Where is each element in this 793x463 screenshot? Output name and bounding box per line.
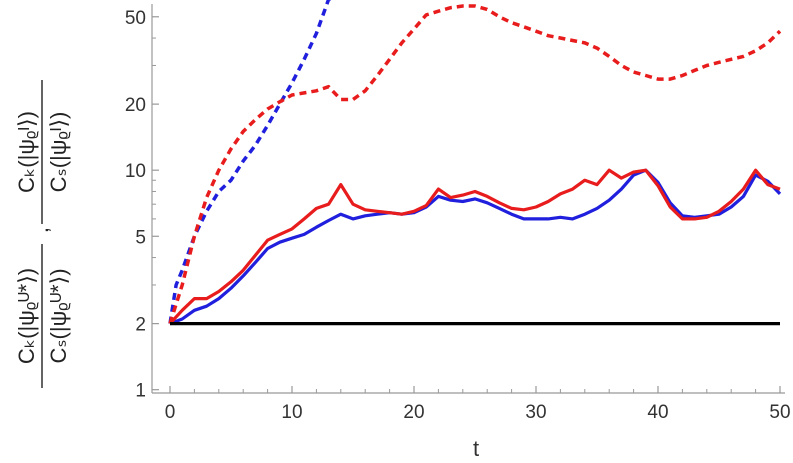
y-tick-label: 1 [135, 381, 146, 402]
y-axis-label: Cₖ(|ψᵨᵁ*⟩) Cₛ(|ψᵨᵁ*⟩), Cₖ(|ψᵨᴵ⟩) Cₛ(|ψᵨᴵ⟩) [14, 80, 71, 388]
plot-area [168, 0, 782, 326]
series-line-2 [168, 4, 782, 325]
y-tick-label: 2 [135, 315, 146, 336]
x-tick-label: 10 [281, 402, 302, 423]
axes: 01020304050125102050100300 [125, 4, 791, 423]
ylabel-comma: , [28, 227, 53, 233]
y-tick-label: 20 [125, 95, 146, 116]
ylabel-fraction-1: Cₖ(|ψᵨᵁ*⟩) Cₛ(|ψᵨᵁ*⟩) [14, 244, 71, 388]
y-tick-label: 50 [125, 8, 146, 29]
ylabel-fraction-2: Cₖ(|ψᵨᴵ⟩) Cₛ(|ψᵨᴵ⟩) [14, 80, 71, 224]
series-line-4 [168, 168, 781, 325]
y-tick-label: 5 [135, 227, 146, 248]
x-tick-label: 50 [769, 402, 790, 423]
x-axis-label: t [473, 436, 479, 461]
x-tick-label: 0 [165, 402, 176, 423]
x-tick-label: 20 [403, 402, 424, 423]
ylabel-fraction-2-numerator: Cₖ(|ψᵨᴵ⟩) [14, 111, 39, 193]
y-tick-label: 10 [125, 161, 146, 182]
x-tick-label: 40 [647, 402, 668, 423]
ylabel-fraction-1-denominator: Cₛ(|ψᵨᵁ*⟩) [46, 268, 71, 363]
ylabel-fraction-1-numerator: Cₖ(|ψᵨᵁ*⟩) [14, 268, 39, 364]
x-tick-label: 30 [525, 402, 546, 423]
series-line-1 [168, 0, 332, 324]
ylabel-fraction-2-denominator: Cₛ(|ψᵨᴵ⟩) [46, 112, 71, 193]
series-line-3 [169, 168, 782, 326]
